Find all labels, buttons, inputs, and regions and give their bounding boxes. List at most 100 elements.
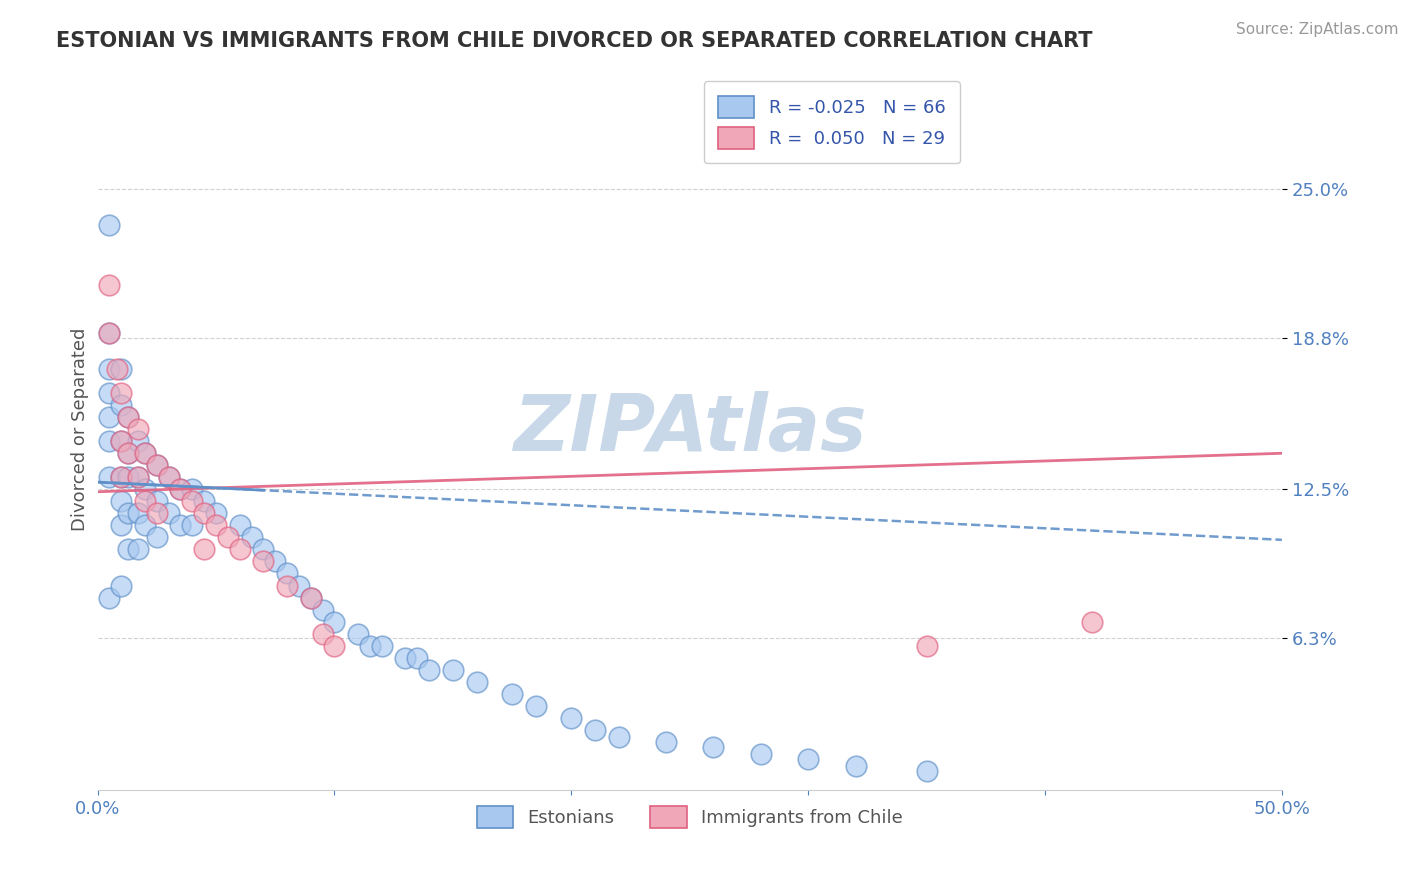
Point [117, 542, 139, 557]
Point [193, 542, 215, 557]
Point [146, 507, 169, 521]
Point [157, 470, 180, 484]
Point [110, 362, 132, 376]
Point [205, 507, 228, 521]
Point [117, 470, 139, 484]
Point [299, 591, 322, 605]
Point [117, 446, 139, 460]
Legend: Estonians, Immigrants from Chile: Estonians, Immigrants from Chile [470, 798, 910, 835]
Point [98, 218, 121, 232]
Point [146, 458, 169, 473]
Point [915, 639, 938, 653]
Point [127, 470, 149, 484]
Point [524, 698, 547, 713]
Point [127, 434, 149, 449]
Point [193, 494, 215, 508]
Point [181, 483, 204, 497]
Y-axis label: Divorced or Separated: Divorced or Separated [72, 327, 89, 531]
Point [127, 422, 149, 436]
Point [117, 446, 139, 460]
Point [127, 470, 149, 484]
Point [157, 470, 180, 484]
Point [205, 518, 228, 533]
Point [323, 615, 346, 629]
Point [749, 747, 772, 761]
Point [915, 764, 938, 778]
Point [98, 591, 121, 605]
Point [583, 723, 606, 737]
Point [105, 362, 128, 376]
Point [264, 554, 287, 568]
Text: ESTONIAN VS IMMIGRANTS FROM CHILE DIVORCED OR SEPARATED CORRELATION CHART: ESTONIAN VS IMMIGRANTS FROM CHILE DIVORC… [56, 31, 1092, 51]
Point [217, 530, 239, 544]
Point [98, 326, 121, 340]
Point [134, 494, 156, 508]
Point [441, 663, 464, 677]
Point [134, 518, 156, 533]
Point [134, 446, 156, 460]
Point [98, 326, 121, 340]
Point [276, 566, 298, 581]
Point [347, 626, 370, 640]
Point [465, 674, 488, 689]
Point [323, 639, 346, 653]
Point [117, 410, 139, 425]
Text: ZIPAtlas: ZIPAtlas [513, 392, 866, 467]
Point [193, 507, 215, 521]
Point [607, 730, 630, 744]
Point [146, 458, 169, 473]
Text: Source: ZipAtlas.com: Source: ZipAtlas.com [1236, 22, 1399, 37]
Point [181, 494, 204, 508]
Point [844, 759, 866, 773]
Point [181, 518, 204, 533]
Point [299, 591, 322, 605]
Point [371, 639, 394, 653]
Point [110, 470, 132, 484]
Point [110, 518, 132, 533]
Point [127, 507, 149, 521]
Point [146, 530, 169, 544]
Point [252, 554, 274, 568]
Point [240, 530, 263, 544]
Point [406, 650, 429, 665]
Point [110, 470, 132, 484]
Point [311, 626, 333, 640]
Point [228, 518, 250, 533]
Point [98, 277, 121, 292]
Point [117, 410, 139, 425]
Point [110, 398, 132, 412]
Point [98, 410, 121, 425]
Point [146, 494, 169, 508]
Point [394, 650, 416, 665]
Point [359, 639, 381, 653]
Point [560, 711, 582, 725]
Point [110, 386, 132, 401]
Point [501, 687, 523, 701]
Point [134, 483, 156, 497]
Point [252, 542, 274, 557]
Point [702, 739, 724, 754]
Point [117, 507, 139, 521]
Point [134, 446, 156, 460]
Point [98, 386, 121, 401]
Point [288, 578, 311, 592]
Point [98, 362, 121, 376]
Point [276, 578, 298, 592]
Point [418, 663, 440, 677]
Point [157, 507, 180, 521]
Point [98, 470, 121, 484]
Point [110, 494, 132, 508]
Point [228, 542, 250, 557]
Point [110, 434, 132, 449]
Point [169, 483, 191, 497]
Point [110, 434, 132, 449]
Point [127, 542, 149, 557]
Point [655, 735, 678, 749]
Point [98, 434, 121, 449]
Point [311, 602, 333, 616]
Point [169, 518, 191, 533]
Point [110, 578, 132, 592]
Point [169, 483, 191, 497]
Point [1081, 615, 1104, 629]
Point [797, 752, 820, 766]
